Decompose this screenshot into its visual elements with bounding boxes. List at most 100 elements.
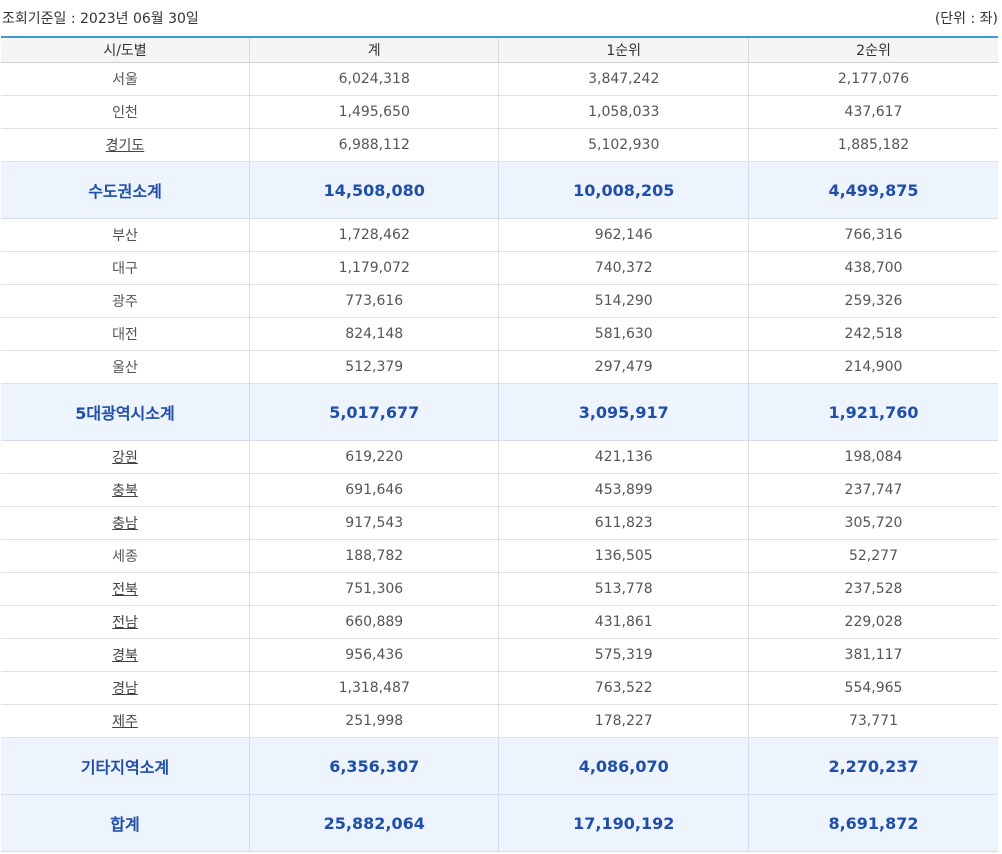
cell-rank1: 297,479 [498,350,749,384]
cell-region: 대구 [1,251,250,285]
cell-total: 6,988,112 [248,128,499,162]
cell-total: 1,318,487 [248,671,499,705]
cell-region: 제주 [1,704,250,738]
table-body: 서울 6,024,318 3,847,242 2,177,076 인천 1,495,650… [1,62,998,852]
cell-total: 14,508,080 [248,161,499,219]
cell-rank2: 4,499,875 [747,161,998,219]
cell-rank1: 136,505 [498,539,749,573]
region-link[interactable]: 충남 [112,516,138,532]
cell-rank2: 237,747 [747,473,998,507]
cell-rank2: 305,720 [747,506,998,540]
table-row: 울산 512,379 297,479 214,900 [1,350,998,384]
table-row: 경북 956,436 575,319 381,117 [1,638,998,672]
cell-total: 25,882,064 [248,794,499,852]
cell-rank1: 962,146 [498,218,749,252]
cell-region: 경남 [1,671,250,705]
cell-rank1: 4,086,070 [498,737,749,795]
cell-rank2: 1,885,182 [747,128,998,162]
subtotal-row: 5대광역시소계 5,017,677 3,095,917 1,921,760 [1,383,998,441]
cell-rank1: 17,190,192 [498,794,749,852]
cell-rank2: 73,771 [747,704,998,738]
cell-total: 1,495,650 [248,95,499,129]
cell-total: 956,436 [248,638,499,672]
cell-region: 기타지역소계 [1,737,250,795]
cell-region: 인천 [1,95,250,129]
cell-rank2: 438,700 [747,251,998,285]
table-row: 제주 251,998 178,227 73,771 [1,704,998,738]
subtotal-row: 수도권소계 14,508,080 10,008,205 4,499,875 [1,161,998,219]
cell-total: 691,646 [248,473,499,507]
cell-rank2: 554,965 [747,671,998,705]
cell-region: 충남 [1,506,250,540]
cell-total: 188,782 [248,539,499,573]
cell-rank1: 575,319 [498,638,749,672]
column-header-region: 시/도별 [1,37,250,63]
table-row: 충남 917,543 611,823 305,720 [1,506,998,540]
cell-total: 6,356,307 [248,737,499,795]
subtotal-row: 기타지역소계 6,356,307 4,086,070 2,270,237 [1,737,998,795]
cell-region: 울산 [1,350,250,384]
cell-rank1: 581,630 [498,317,749,351]
cell-region: 전북 [1,572,250,606]
cell-rank2: 242,518 [747,317,998,351]
cell-region: 경북 [1,638,250,672]
cell-rank1: 421,136 [498,440,749,474]
cell-rank2: 2,177,076 [747,62,998,96]
cell-total: 824,148 [248,317,499,351]
column-header-total: 계 [248,37,499,63]
region-link[interactable]: 전북 [112,582,138,598]
table-row: 대구 1,179,072 740,372 438,700 [1,251,998,285]
cell-rank1: 5,102,930 [498,128,749,162]
region-link[interactable]: 강원 [112,450,138,466]
reference-date: 조회기준일 : 2023년 06월 30일 [2,11,199,27]
cell-rank2: 237,528 [747,572,998,606]
cell-region: 경기도 [1,128,250,162]
cell-region: 광주 [1,284,250,318]
cell-rank2: 259,326 [747,284,998,318]
column-header-rank1: 1순위 [498,37,749,63]
table-row: 강원 619,220 421,136 198,084 [1,440,998,474]
cell-rank1: 1,058,033 [498,95,749,129]
cell-region: 충북 [1,473,250,507]
cell-total: 773,616 [248,284,499,318]
cell-total: 751,306 [248,572,499,606]
cell-rank1: 611,823 [498,506,749,540]
region-link[interactable]: 경북 [112,648,138,664]
cell-total: 512,379 [248,350,499,384]
cell-total: 1,179,072 [248,251,499,285]
cell-total: 660,889 [248,605,499,639]
cell-region: 세종 [1,539,250,573]
cell-rank2: 52,277 [747,539,998,573]
cell-total: 1,728,462 [248,218,499,252]
cell-region: 5대광역시소계 [1,383,250,441]
cell-rank2: 381,117 [747,638,998,672]
cell-rank2: 214,900 [747,350,998,384]
cell-region: 서울 [1,62,250,96]
region-link[interactable]: 전남 [112,615,138,631]
region-link[interactable]: 경남 [112,681,138,697]
table-row: 광주 773,616 514,290 259,326 [1,284,998,318]
table-row: 부산 1,728,462 962,146 766,316 [1,218,998,252]
region-link[interactable]: 제주 [112,714,138,730]
table-row: 경남 1,318,487 763,522 554,965 [1,671,998,705]
cell-region: 대전 [1,317,250,351]
table-row: 인천 1,495,650 1,058,033 437,617 [1,95,998,129]
cell-rank2: 8,691,872 [747,794,998,852]
unit-label: (단위 : 좌) [934,11,998,27]
region-link[interactable]: 경기도 [105,138,145,154]
cell-rank1: 431,861 [498,605,749,639]
subtotal-row: 합계 25,882,064 17,190,192 8,691,872 [1,794,998,852]
cell-region: 수도권소계 [1,161,250,219]
cell-region: 강원 [1,440,250,474]
cell-rank2: 229,028 [747,605,998,639]
cell-rank1: 514,290 [498,284,749,318]
table-row: 충북 691,646 453,899 237,747 [1,473,998,507]
region-link[interactable]: 충북 [112,483,138,499]
cell-total: 917,543 [248,506,499,540]
table-row: 경기도 6,988,112 5,102,930 1,885,182 [1,128,998,162]
cell-total: 5,017,677 [248,383,499,441]
cell-region: 전남 [1,605,250,639]
cell-rank1: 763,522 [498,671,749,705]
cell-total: 6,024,318 [248,62,499,96]
cell-rank1: 453,899 [498,473,749,507]
